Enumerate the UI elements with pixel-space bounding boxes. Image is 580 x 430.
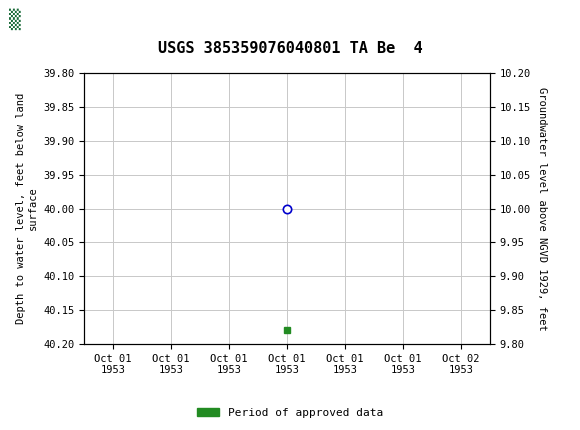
Y-axis label: Groundwater level above NGVD 1929, feet: Groundwater level above NGVD 1929, feet [536,87,546,330]
Legend: Period of approved data: Period of approved data [193,403,387,422]
Text: ▒: ▒ [9,9,20,30]
Text: USGS 385359076040801 TA Be  4: USGS 385359076040801 TA Be 4 [158,41,422,56]
Bar [6,4,46,35]
Text: USGS: USGS [32,12,79,27]
Y-axis label: Depth to water level, feet below land
surface: Depth to water level, feet below land su… [16,93,38,324]
